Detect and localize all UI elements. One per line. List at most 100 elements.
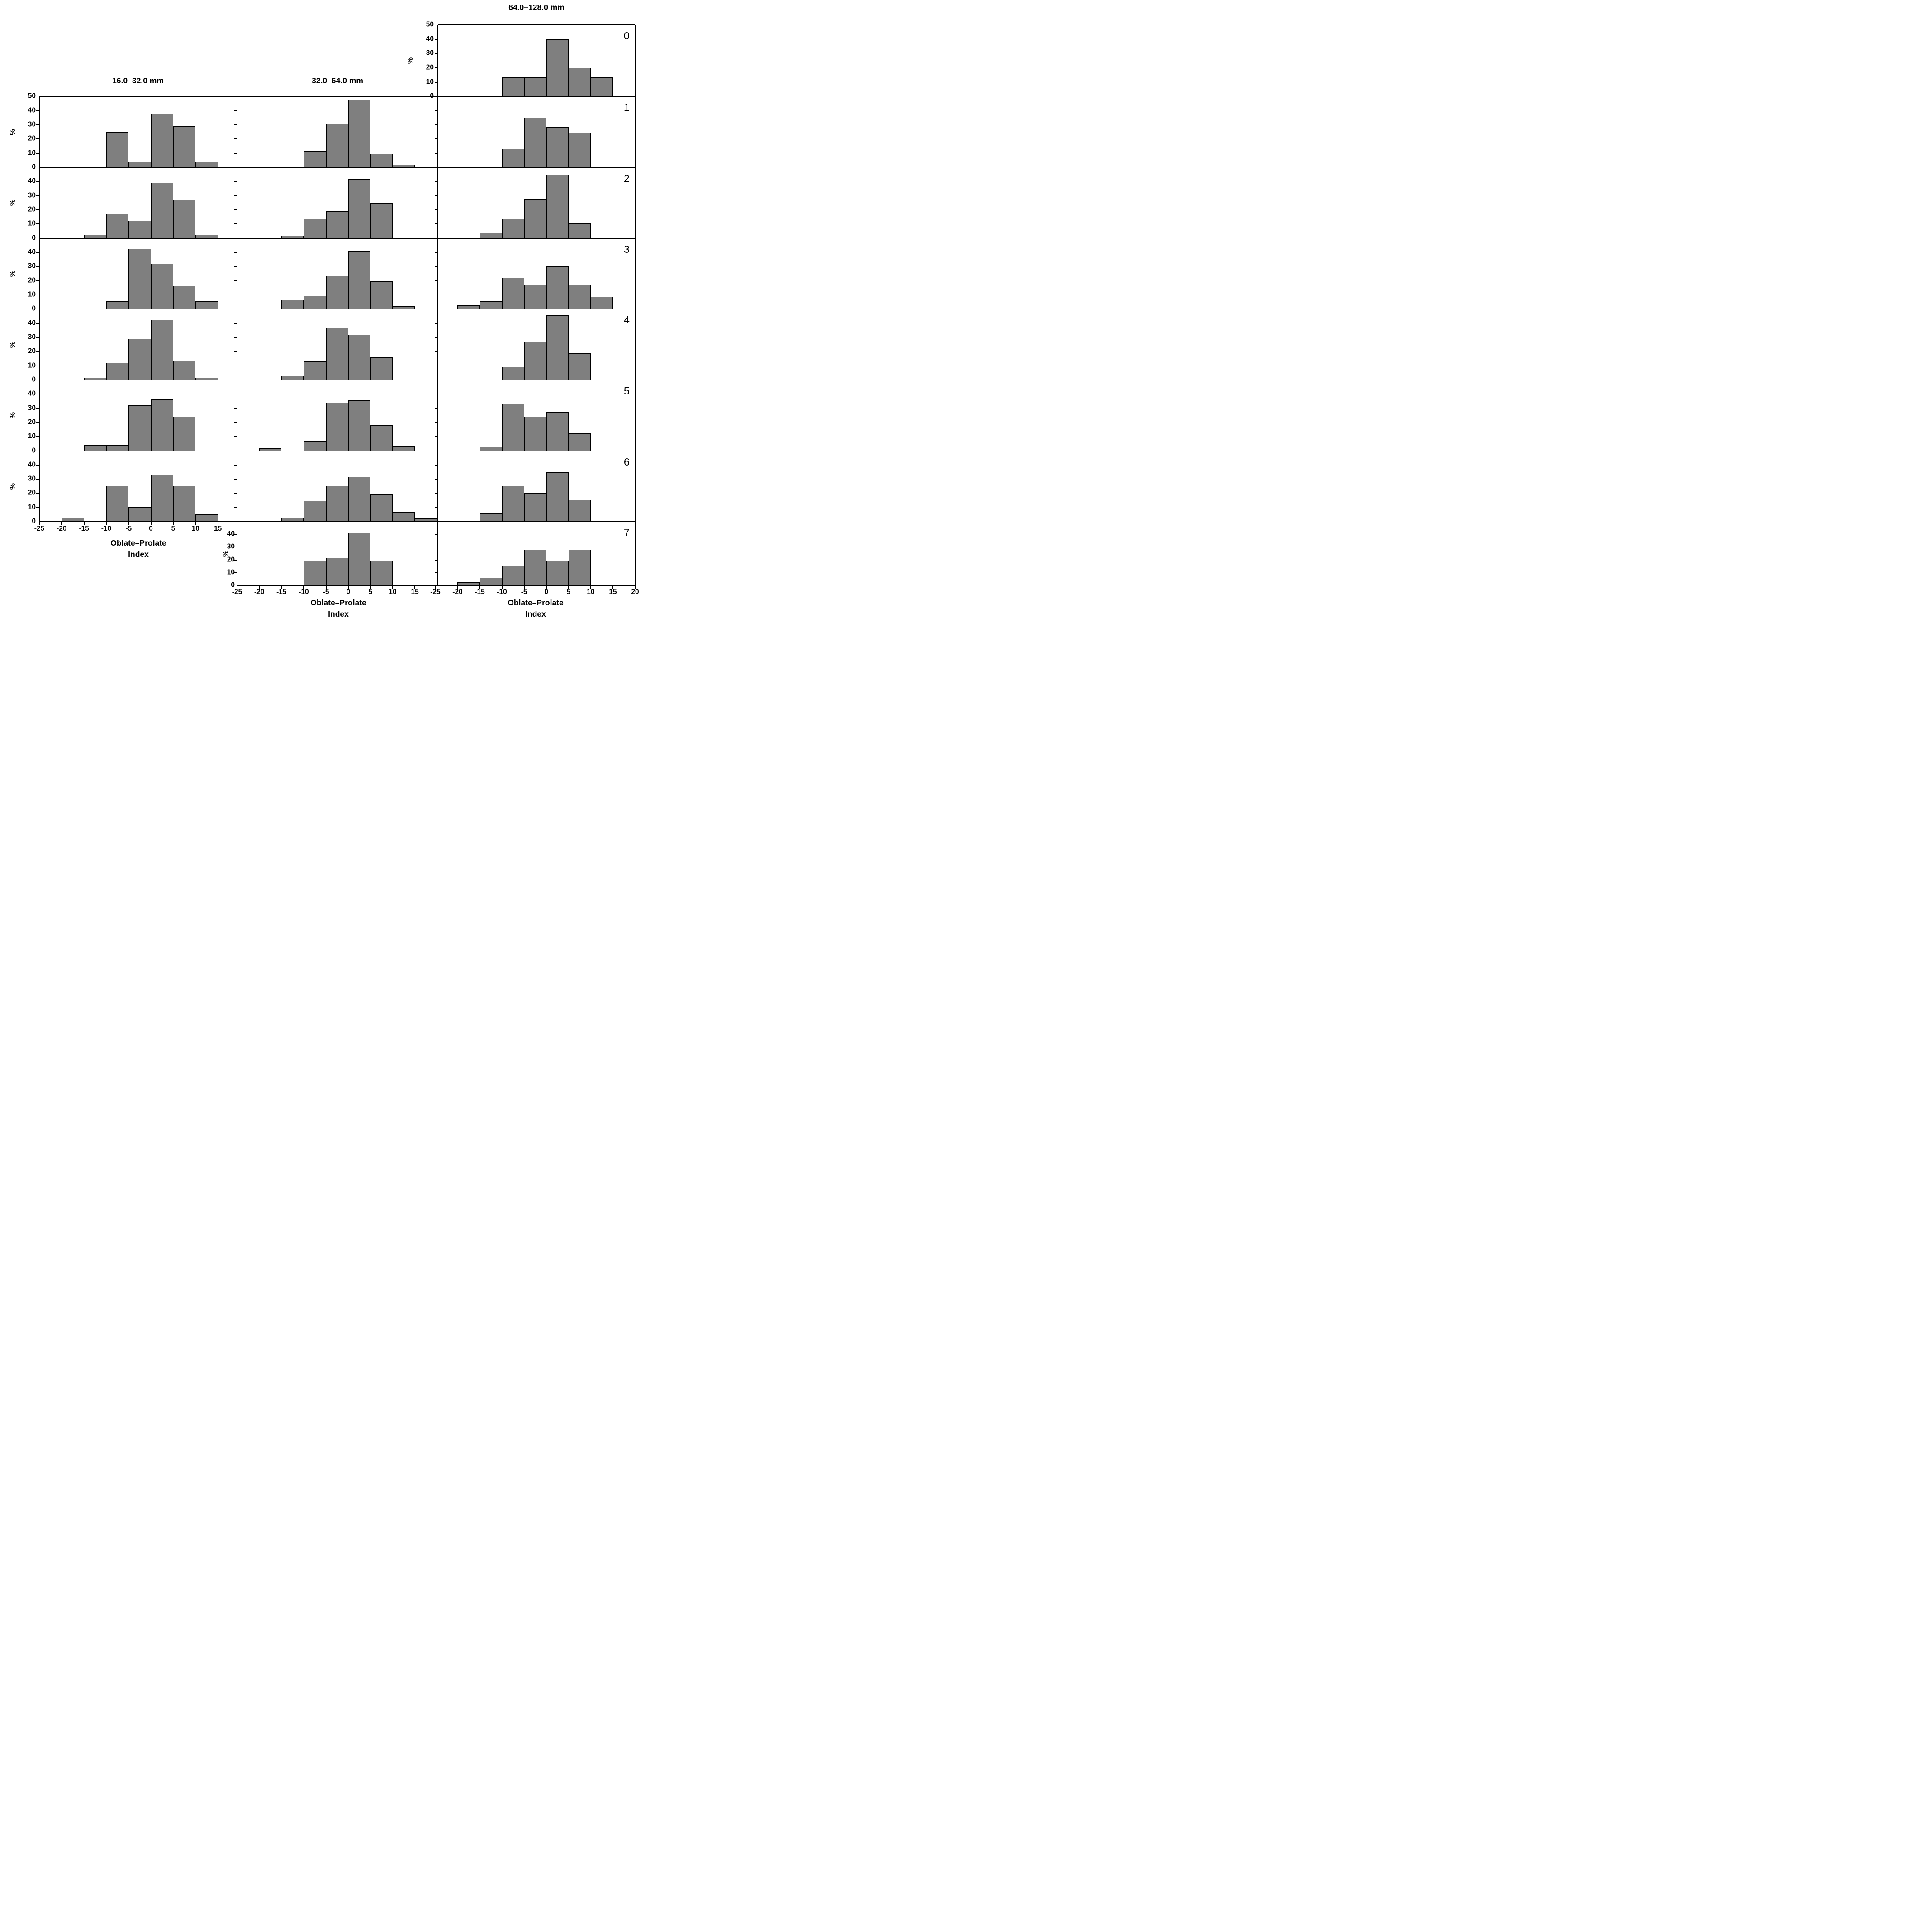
y-tick-mark bbox=[234, 181, 237, 182]
y-tick-label: 30 bbox=[426, 49, 434, 57]
y-tick-mark bbox=[36, 436, 39, 437]
x-tick-mark bbox=[414, 585, 416, 589]
x-tick-label: 0 bbox=[544, 588, 549, 596]
x-axis-title-line1: Oblate–Prolate bbox=[110, 538, 166, 547]
y-tick-label: 0 bbox=[430, 92, 434, 100]
y-tick-mark bbox=[234, 436, 237, 437]
y-tick-mark bbox=[435, 280, 438, 281]
y-axis-percent-label: % bbox=[9, 200, 17, 206]
histogram-bar bbox=[502, 566, 524, 586]
y-tick-mark bbox=[234, 493, 237, 494]
y-tick-mark bbox=[36, 124, 39, 125]
histogram-bar bbox=[106, 213, 129, 238]
y-tick-mark bbox=[36, 479, 39, 480]
x-tick-mark bbox=[347, 585, 349, 589]
row-label: 3 bbox=[623, 243, 630, 255]
y-tick-label: 40 bbox=[227, 530, 235, 538]
y-tick-label: 0 bbox=[32, 517, 36, 525]
histogram-bar bbox=[370, 425, 393, 451]
y-tick-label: 10 bbox=[28, 361, 36, 370]
panel-border-horizontal bbox=[39, 95, 635, 97]
panel-border-horizontal bbox=[39, 238, 635, 239]
y-tick-mark bbox=[234, 408, 237, 409]
y-tick-mark bbox=[234, 572, 237, 573]
panel-border-vertical bbox=[635, 25, 636, 586]
x-tick-label: -15 bbox=[276, 588, 287, 596]
y-tick-mark bbox=[36, 493, 39, 494]
y-tick-mark bbox=[234, 464, 237, 466]
x-tick-mark bbox=[325, 585, 327, 589]
y-tick-label: 10 bbox=[426, 78, 434, 86]
y-tick-mark bbox=[234, 266, 237, 267]
histogram-bar bbox=[173, 200, 196, 238]
y-tick-mark bbox=[435, 67, 438, 68]
y-tick-mark bbox=[234, 280, 237, 281]
histogram-bar bbox=[590, 77, 613, 97]
histogram-bar bbox=[128, 339, 151, 380]
y-tick-mark bbox=[435, 53, 438, 54]
histogram-bar bbox=[151, 475, 173, 522]
histogram-bar bbox=[304, 151, 326, 167]
histogram-bar bbox=[173, 360, 196, 380]
y-tick-label: 20 bbox=[426, 63, 434, 71]
x-tick-label: 5 bbox=[368, 588, 373, 596]
x-tick-mark bbox=[479, 585, 480, 589]
histogram-bar bbox=[304, 500, 326, 522]
y-axis-percent-label: % bbox=[222, 550, 230, 557]
x-tick-mark bbox=[150, 521, 152, 525]
y-tick-mark bbox=[234, 507, 237, 508]
x-tick-label: -5 bbox=[521, 588, 527, 596]
histogram-bar bbox=[173, 126, 196, 167]
histogram-bar bbox=[304, 561, 326, 586]
histogram-bar bbox=[370, 357, 393, 380]
y-tick-label: 0 bbox=[231, 581, 235, 589]
y-tick-label: 30 bbox=[28, 333, 36, 341]
x-tick-mark bbox=[370, 585, 371, 589]
histogram-bar bbox=[326, 403, 348, 451]
y-tick-label: 10 bbox=[227, 568, 235, 576]
histogram-bar bbox=[568, 550, 591, 586]
y-tick-label: 20 bbox=[28, 134, 36, 143]
x-tick-label: 15 bbox=[609, 588, 617, 596]
histogram-bar bbox=[151, 114, 173, 167]
histogram-bar bbox=[502, 278, 524, 309]
y-tick-mark bbox=[234, 351, 237, 352]
histogram-bar bbox=[370, 561, 393, 586]
x-tick-mark bbox=[501, 585, 503, 589]
histogram-bar bbox=[524, 285, 546, 309]
y-tick-mark bbox=[435, 138, 438, 140]
x-tick-label: -10 bbox=[299, 588, 309, 596]
histogram-bar bbox=[546, 39, 569, 97]
panel-border-horizontal bbox=[438, 24, 635, 25]
histogram-bar bbox=[479, 513, 502, 522]
y-axis-percent-label: % bbox=[407, 57, 414, 64]
y-tick-mark bbox=[435, 572, 438, 573]
x-tick-label: 0 bbox=[346, 588, 351, 596]
row-label: 5 bbox=[623, 385, 630, 397]
y-tick-label: 40 bbox=[28, 461, 36, 469]
y-tick-mark bbox=[234, 124, 237, 125]
y-tick-mark bbox=[234, 209, 237, 211]
y-tick-label: 30 bbox=[28, 404, 36, 412]
histogram-bar bbox=[348, 400, 370, 451]
x-tick-mark bbox=[546, 585, 547, 589]
x-axis-title-line1: Oblate–Prolate bbox=[508, 598, 564, 607]
y-tick-mark bbox=[435, 209, 438, 211]
column-title-16-32mm: 16.0–32.0 mm bbox=[112, 76, 164, 85]
y-tick-mark bbox=[435, 124, 438, 125]
x-tick-label: 15 bbox=[214, 525, 222, 532]
histogram-bar bbox=[546, 561, 569, 586]
histogram-bar bbox=[502, 149, 524, 167]
histogram-bar bbox=[151, 264, 173, 309]
histogram-bar bbox=[370, 494, 393, 522]
x-tick-label: -10 bbox=[101, 525, 112, 532]
row-label: 0 bbox=[623, 30, 630, 42]
y-tick-label: 20 bbox=[28, 418, 36, 426]
histogram-bar bbox=[173, 285, 196, 309]
histogram-bar bbox=[173, 486, 196, 522]
column-title-32-64mm: 32.0–64.0 mm bbox=[312, 76, 363, 85]
y-tick-mark bbox=[435, 152, 438, 154]
y-tick-mark bbox=[234, 195, 237, 196]
x-tick-mark bbox=[39, 521, 40, 525]
x-axis-title-col1: Oblate–Prolate Index bbox=[110, 537, 166, 560]
